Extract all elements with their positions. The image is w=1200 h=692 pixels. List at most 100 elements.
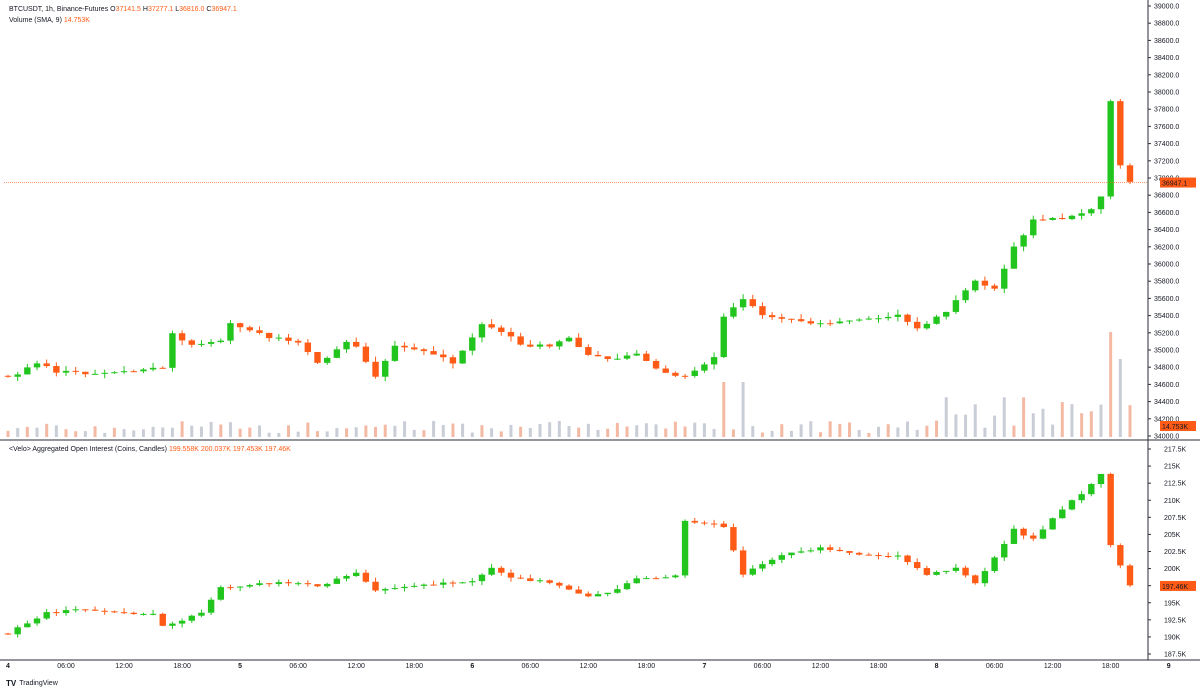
volume-bar	[432, 421, 436, 437]
price-candle	[720, 316, 727, 358]
oi-candle	[401, 586, 408, 589]
price-candle	[556, 341, 563, 347]
volume-bar	[683, 426, 687, 437]
oi-legend: <Velo> Aggregated Open Interest (Coins, …	[9, 444, 291, 455]
volume-bar	[780, 424, 784, 437]
volume-bar	[451, 423, 455, 437]
oi-candle	[265, 583, 273, 585]
oi-candle	[865, 554, 873, 556]
volume-bar	[770, 430, 774, 437]
last-price-tag-text: 36947.1	[1162, 181, 1187, 188]
price-candle	[498, 327, 505, 332]
oi-candle	[285, 582, 292, 584]
volume-bar	[838, 423, 842, 437]
price-candle	[991, 285, 998, 289]
price-candle	[343, 341, 350, 350]
price-candle	[691, 370, 698, 376]
volume-bar	[944, 397, 948, 437]
volume-bar	[306, 422, 310, 437]
volume-bar	[257, 425, 261, 437]
price-candle	[788, 318, 795, 320]
oi-candle	[227, 587, 234, 589]
volume-bar	[170, 427, 174, 437]
volume-bar	[809, 421, 813, 437]
volume-bar	[374, 426, 378, 437]
price-candle	[53, 366, 60, 373]
oi-candle	[807, 550, 815, 552]
price-candle	[1010, 246, 1018, 269]
price-candle	[62, 370, 70, 373]
volume-legend-label[interactable]: Volume (SMA, 9)	[9, 17, 62, 24]
volume-bar	[161, 427, 165, 437]
oi-candle	[1097, 473, 1105, 485]
oi-candle	[817, 547, 824, 551]
price-candle	[807, 321, 815, 324]
last-volume-tag-text: 14.753K	[1162, 424, 1188, 431]
oi-candle	[33, 618, 41, 624]
oi-candle	[430, 584, 437, 586]
price-axis-label: 38800.0	[1154, 21, 1179, 28]
oi-candle	[836, 549, 844, 552]
price-candle	[120, 371, 128, 373]
volume-bar	[112, 427, 116, 437]
price-candle	[333, 349, 341, 358]
oi-candle	[188, 615, 195, 621]
volume-bar	[248, 427, 252, 437]
price-candle	[904, 314, 911, 322]
price-candle	[14, 374, 21, 377]
volume-bar	[722, 382, 726, 437]
price-candle	[730, 307, 737, 317]
volume-bar	[693, 422, 697, 437]
volume-bar	[1051, 424, 1055, 437]
time-axis-label: 06:00	[522, 663, 540, 670]
oi-axis-label: 215K	[1164, 464, 1181, 471]
volume-bar	[335, 428, 339, 437]
price-candle	[362, 346, 370, 362]
time-axis-label: 8	[935, 663, 939, 670]
price-candle	[149, 367, 157, 370]
volume-bar	[403, 421, 407, 437]
volume-bar	[886, 424, 890, 437]
oi-candle	[4, 633, 12, 635]
volume-bar	[760, 432, 764, 437]
oi-candle	[604, 592, 611, 595]
price-candle	[275, 337, 283, 339]
volume-bar	[1012, 425, 1016, 437]
oi-candle	[894, 555, 902, 557]
oi-candle	[411, 585, 418, 587]
brand-label[interactable]: TradingView	[19, 680, 58, 687]
price-axis-label: 36800.0	[1154, 193, 1179, 200]
price-candle	[710, 357, 718, 365]
price-candle	[24, 367, 31, 375]
time-axis-label: 4	[6, 663, 10, 670]
volume-bar	[64, 429, 68, 437]
oi-last-tag-text: 197.46K	[1162, 584, 1188, 591]
oi-candle	[498, 567, 505, 573]
price-candle	[952, 300, 960, 312]
oi-candle	[875, 555, 882, 557]
price-candle	[846, 320, 853, 322]
price-candle	[382, 360, 389, 377]
oi-title[interactable]: <Velo> Aggregated Open Interest (Coins, …	[9, 446, 167, 453]
price-axis-label: 34400.0	[1154, 399, 1179, 406]
price-candle	[420, 349, 428, 352]
price-axis-label: 36600.0	[1154, 210, 1179, 217]
price-candle	[517, 336, 524, 345]
symbol-label[interactable]: BTCUSDT, 1h, Binance-Futures	[9, 6, 109, 13]
volume-bar	[345, 428, 349, 437]
volume-bar	[857, 429, 861, 437]
price-candle	[140, 369, 147, 372]
price-candle	[1001, 268, 1008, 289]
volume-bar	[625, 426, 629, 437]
oi-candle	[797, 551, 805, 553]
oi-candle	[449, 582, 457, 584]
volume-bar	[490, 428, 494, 437]
oi-axis-label: 210K	[1164, 498, 1181, 505]
volume-bar	[412, 429, 416, 437]
price-axis-label: 36000.0	[1154, 262, 1179, 269]
volume-bar	[393, 425, 397, 437]
oi-candle	[594, 594, 602, 597]
oi-candle	[575, 589, 582, 594]
volume-bar	[644, 423, 648, 437]
price-candle	[159, 367, 166, 369]
